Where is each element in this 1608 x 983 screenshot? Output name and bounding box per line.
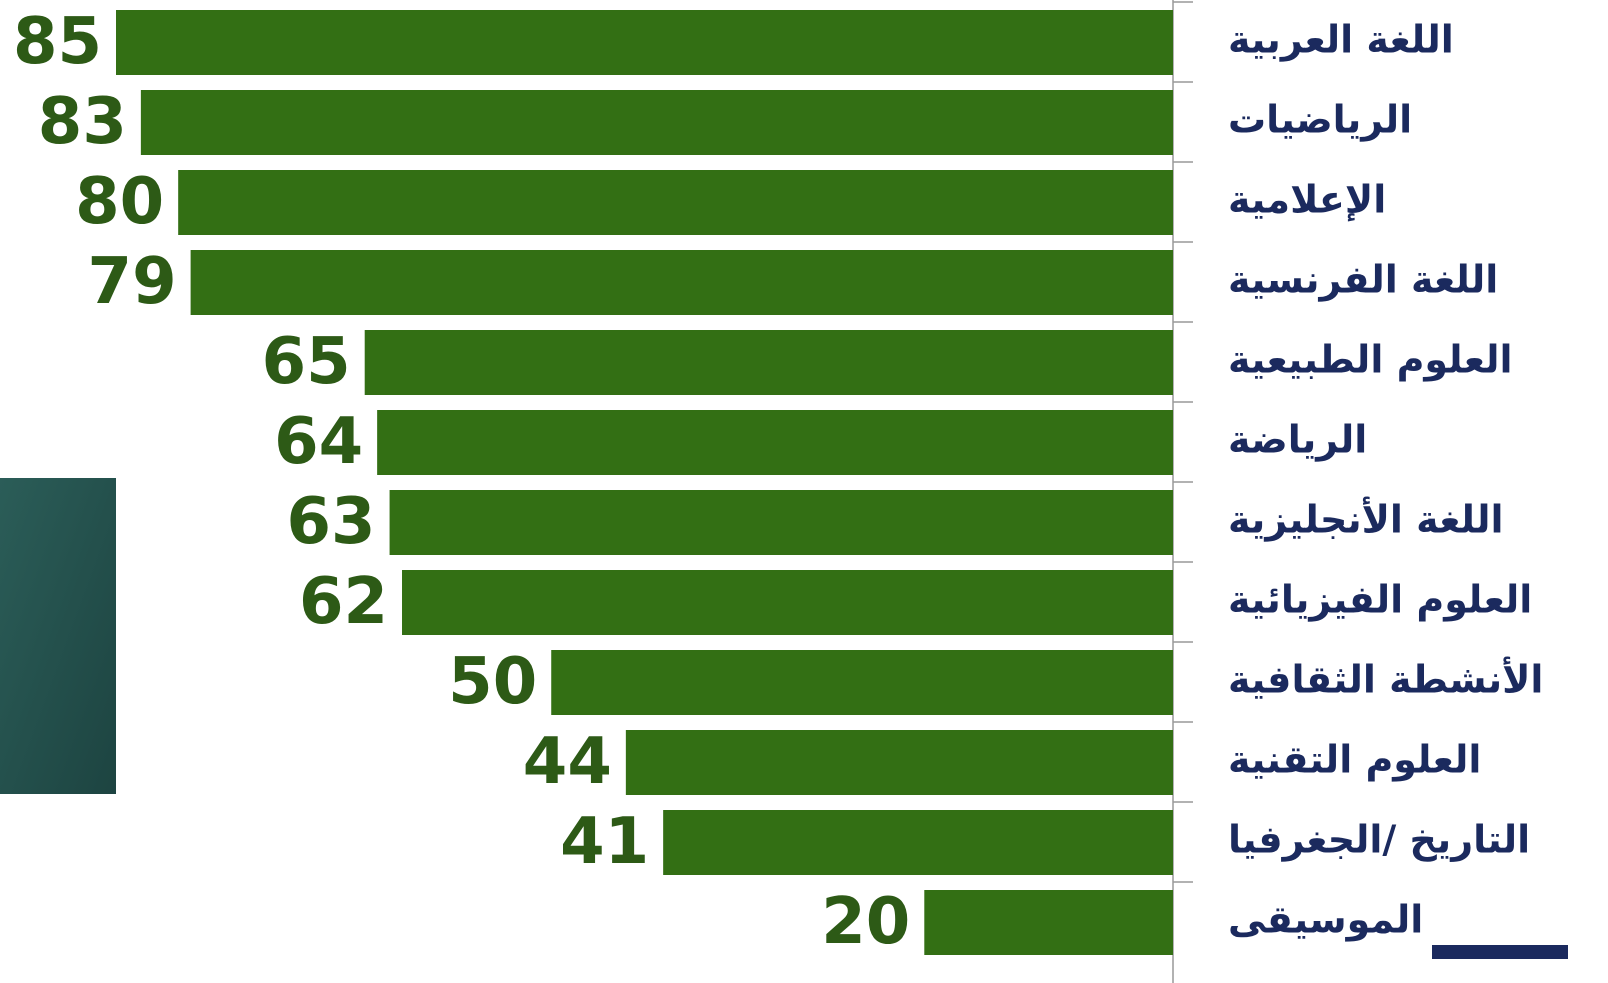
category-label: الرياضة [1228, 418, 1367, 462]
value-label: 62 [299, 565, 388, 639]
value-label: 83 [38, 85, 127, 159]
category-label: العلوم التقنية [1228, 738, 1481, 783]
bar [551, 650, 1173, 715]
category-label: الإعلامية [1228, 178, 1386, 222]
bar [178, 170, 1173, 235]
value-label: 65 [262, 325, 351, 399]
bar [191, 250, 1173, 315]
bar [390, 490, 1173, 555]
value-label: 80 [75, 165, 164, 239]
category-label: الموسيقى [1228, 898, 1423, 942]
value-label: 50 [448, 645, 537, 719]
bar [924, 890, 1173, 955]
bar [116, 10, 1173, 75]
bar [626, 730, 1173, 795]
category-label: الرياضيات [1228, 98, 1412, 142]
category-label: العلوم الطبيعية [1228, 338, 1513, 383]
value-label: 64 [274, 405, 363, 479]
bar [141, 90, 1173, 155]
chart: اللغة العربية 85 الرياضيات 83 الإعلامية 80 الل… [0, 0, 1608, 983]
decoration [1432, 945, 1568, 959]
chalkboard-image [0, 478, 116, 794]
category-label: الأنشطة الثقافية [1228, 656, 1543, 702]
category-label: العلوم الفيزيائية [1228, 578, 1532, 623]
category-label: التاريخ /الجغرفيا [1228, 818, 1530, 862]
category-label: اللغة العربية [1228, 18, 1454, 62]
value-label: 85 [13, 5, 102, 79]
bar [663, 810, 1173, 875]
value-label: 44 [523, 725, 612, 799]
value-label: 41 [560, 805, 649, 879]
bar [377, 410, 1173, 475]
bar [365, 330, 1173, 395]
value-label: 79 [88, 245, 177, 319]
bar [402, 570, 1173, 635]
value-label: 20 [821, 885, 910, 959]
value-label: 63 [287, 485, 376, 559]
category-label: اللغة الأنجليزية [1228, 496, 1503, 542]
category-label: اللغة الفرنسية [1228, 258, 1498, 302]
